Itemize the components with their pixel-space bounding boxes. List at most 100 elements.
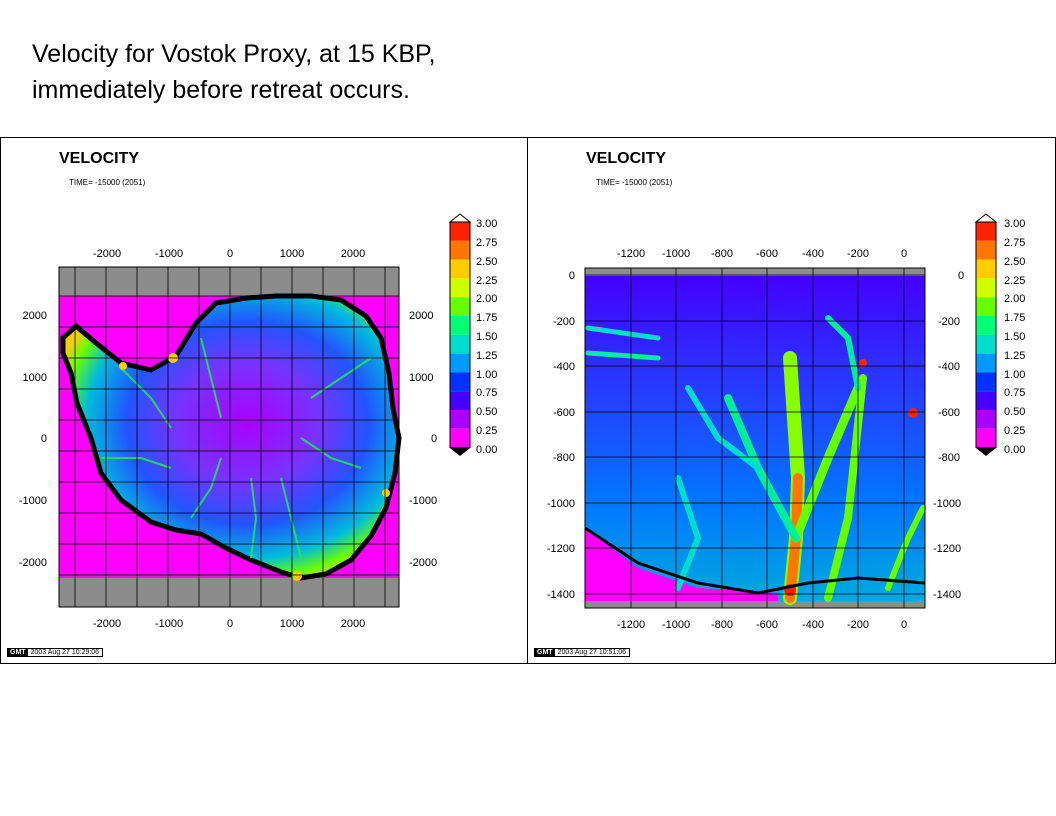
y-axis-labels: 0 -200 -400 -600 -800 -1000 -1200 -1400 … — [547, 270, 964, 601]
y-tick-right: -1000 — [933, 498, 961, 510]
colorbar-left — [448, 213, 472, 456]
y-tick-left: -1200 — [547, 543, 575, 555]
x-tick-top: 0 — [901, 248, 907, 260]
y-tick-left: -2000 — [19, 557, 47, 569]
map-graphic-right: -1200 -1000 -800 -600 -400 -200 0 -1200 … — [547, 213, 1025, 631]
x-tick-top: -1000 — [155, 248, 183, 260]
x-tick-bottom: 1000 — [280, 618, 304, 630]
y-tick-right: -1200 — [933, 543, 961, 555]
y-tick-right: 1000 — [409, 372, 433, 384]
x-tick-bottom: -1200 — [617, 619, 645, 631]
colorbar-label: 1.75 — [1004, 312, 1025, 324]
gmt-date: 2003 Aug 27 10:29:06 — [30, 649, 100, 656]
colorbar-label: 0.25 — [476, 425, 497, 437]
colorbar-right — [974, 213, 998, 456]
colorbar-label: 1.75 — [476, 312, 497, 324]
caption-line-1: Velocity for Vostok Proxy, at 15 KBP, — [32, 40, 436, 68]
colorbar-label: 1.50 — [1004, 331, 1025, 343]
colorbar-label: 1.00 — [476, 369, 497, 381]
x-tick-top: -200 — [847, 248, 869, 260]
colorbar-label: 2.75 — [476, 237, 497, 249]
y-tick-right: -800 — [938, 452, 960, 464]
ocean-area — [585, 528, 778, 601]
y-tick-right: -400 — [938, 361, 960, 373]
x-tick-top: -400 — [802, 248, 824, 260]
y-tick-left: 2000 — [23, 310, 47, 322]
panel-time-label: TIME= -15000 (2051) — [69, 178, 146, 187]
y-tick-left: -600 — [553, 407, 575, 419]
y-tick-right: 2000 — [409, 310, 433, 322]
panel-title: VELOCITY — [59, 150, 140, 167]
y-axis-labels: 2000 1000 0 -1000 -2000 2000 1000 0 -100… — [19, 310, 437, 569]
x-tick-bottom: -1000 — [155, 618, 183, 630]
colorbar-label: 2.50 — [1004, 256, 1025, 268]
colorbar-label: 2.50 — [476, 256, 497, 268]
antarctica-ice-sheet — [60, 293, 402, 581]
y-tick-left: 0 — [569, 270, 575, 282]
map-graphic-left: -2000 -1000 0 1000 2000 -2000 -1000 0 10… — [19, 213, 497, 630]
x-tick-bottom: 0 — [227, 618, 233, 630]
x-tick-top: -600 — [756, 248, 778, 260]
gmt-logo: GMT — [535, 649, 555, 656]
grid-lines — [59, 267, 399, 607]
gmt-timestamp: GMT 2003 Aug 27 10:29:06 — [7, 648, 104, 657]
y-tick-right: -600 — [938, 407, 960, 419]
x-tick-bottom: -600 — [756, 619, 778, 631]
x-tick-bottom: -2000 — [93, 618, 121, 630]
colorbar-label: 2.75 — [1004, 237, 1025, 249]
y-tick-right: -200 — [938, 316, 960, 328]
x-tick-bottom: -200 — [847, 619, 869, 631]
x-tick-top: 1000 — [280, 248, 304, 260]
caption-line-2: immediately before retreat occurs. — [32, 76, 410, 104]
colorbar-label: 2.00 — [476, 293, 497, 305]
y-tick-left: -200 — [553, 316, 575, 328]
colorbar-labels-right: 3.00 2.75 2.50 2.25 2.00 1.75 1.50 1.25 … — [1004, 218, 1025, 456]
y-tick-left: -800 — [553, 452, 575, 464]
y-tick-right: -2000 — [409, 557, 437, 569]
velocity-map-panel-antarctica: -2000 -1000 0 1000 2000 -2000 -1000 0 10… — [0, 137, 528, 664]
x-tick-bottom: -800 — [711, 619, 733, 631]
colorbar-label: 0.75 — [1004, 387, 1025, 399]
colorbar-label: 0.00 — [1004, 444, 1025, 456]
panel-title: VELOCITY — [586, 150, 667, 167]
velocity-map-panel-zoom: -1200 -1000 -800 -600 -400 -200 0 -1200 … — [527, 137, 1056, 664]
map-ice-field — [585, 276, 925, 601]
grid-lines — [585, 268, 925, 608]
x-tick-top: 0 — [227, 248, 233, 260]
colorbar-label: 1.25 — [476, 350, 497, 362]
y-tick-left: -1000 — [547, 498, 575, 510]
colorbar-label: 2.00 — [1004, 293, 1025, 305]
y-tick-left: 0 — [41, 433, 47, 445]
colorbar-label: 1.50 — [476, 331, 497, 343]
x-axis-labels: -2000 -1000 0 1000 2000 -2000 -1000 0 10… — [93, 248, 365, 630]
x-tick-top: -1000 — [662, 248, 690, 260]
colorbar-label: 2.25 — [476, 275, 497, 287]
y-tick-left: 1000 — [23, 372, 47, 384]
ice-stream-lines — [101, 337, 372, 559]
y-tick-left: -400 — [553, 361, 575, 373]
x-tick-bottom: 2000 — [341, 618, 365, 630]
colorbar-labels-left: 3.00 2.75 2.50 2.25 2.00 1.75 1.50 1.25 … — [476, 218, 497, 456]
y-tick-left: -1400 — [547, 589, 575, 601]
y-tick-right: 0 — [431, 433, 437, 445]
x-tick-top: -800 — [711, 248, 733, 260]
colorbar-label: 2.25 — [1004, 275, 1025, 287]
gmt-timestamp: GMT 2003 Aug 27 10:51:06 — [534, 648, 631, 657]
x-tick-bottom: -400 — [802, 619, 824, 631]
colorbar-label: 0.50 — [476, 406, 497, 418]
panel-time-label: TIME= -15000 (2051) — [596, 178, 673, 187]
y-tick-right: -1000 — [409, 495, 437, 507]
x-axis-labels: -1200 -1000 -800 -600 -400 -200 0 -1200 … — [617, 248, 907, 631]
x-tick-top: 2000 — [341, 248, 365, 260]
y-tick-left: -1000 — [19, 495, 47, 507]
colorbar-label: 0.25 — [1004, 425, 1025, 437]
colorbar-label: 1.25 — [1004, 350, 1025, 362]
y-tick-right: 0 — [958, 270, 964, 282]
gmt-date: 2003 Aug 27 10:51:06 — [557, 649, 627, 656]
colorbar-label: 0.50 — [1004, 406, 1025, 418]
colorbar-label: 0.00 — [476, 444, 497, 456]
y-tick-right: -1400 — [933, 589, 961, 601]
x-tick-top: -1200 — [617, 248, 645, 260]
x-tick-top: -2000 — [93, 248, 121, 260]
colorbar-label: 1.00 — [1004, 369, 1025, 381]
